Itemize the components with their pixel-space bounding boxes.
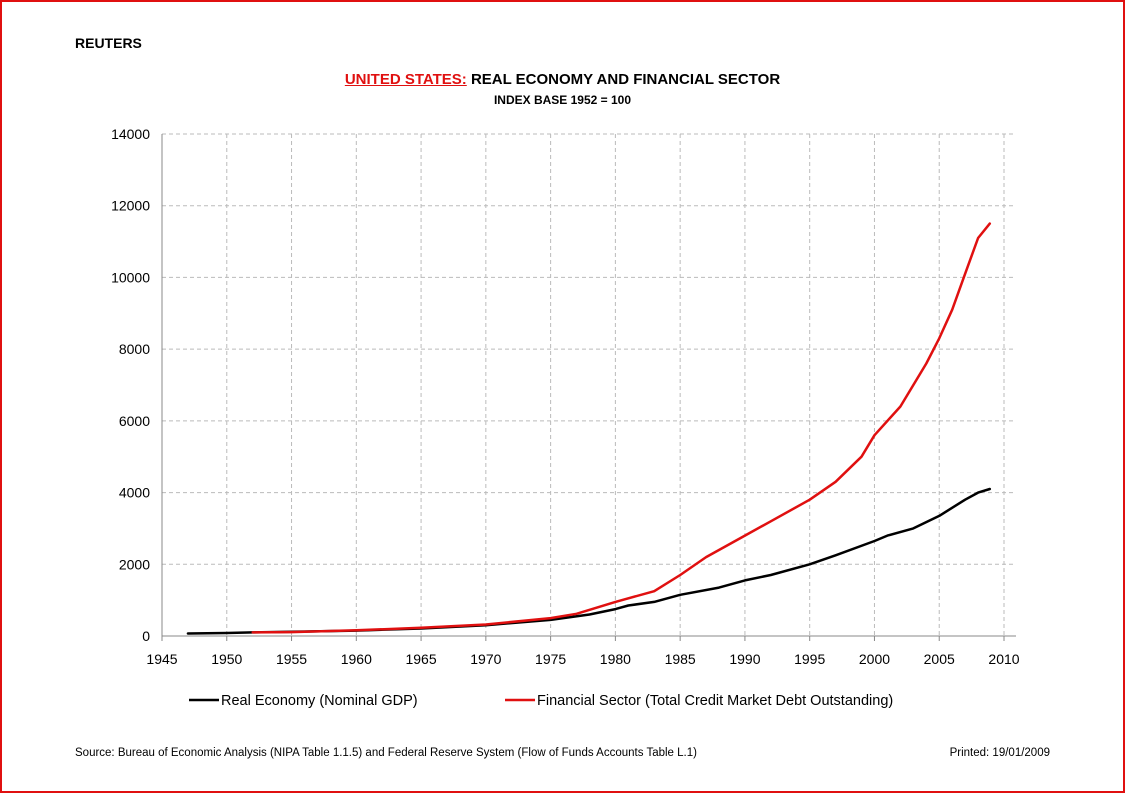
source-note: Source: Bureau of Economic Analysis (NIP…	[75, 747, 697, 759]
y-tick-label: 0	[142, 628, 150, 644]
x-axis-ticks: 1945 1950 1955 1960 1965 1970 1975 1980 1985 1990…	[146, 636, 1020, 667]
y-tick-label: 4000	[119, 485, 150, 501]
title-text: REAL ECONOMY AND FINANCIAL SECTOR	[470, 71, 781, 88]
series-line-financial-sector	[251, 222, 992, 634]
x-tick-label: 1985	[665, 651, 696, 667]
x-tick-label: 1975	[535, 651, 566, 667]
x-tick-label: 1955	[276, 651, 307, 667]
x-tick-label: 1950	[211, 651, 242, 667]
y-tick-label: 10000	[111, 269, 150, 285]
title-country: UNITED STATES:	[344, 71, 467, 88]
x-tick-label: 1970	[470, 651, 501, 667]
x-tick-label: 1960	[341, 651, 372, 667]
brand-label: REUTERS	[75, 35, 142, 51]
x-tick-label: 1965	[405, 651, 436, 667]
legend-label-financial-sector: Financial Sector (Total Credit Market De…	[537, 693, 893, 709]
chart-subtitle: INDEX BASE 1952 = 100	[493, 93, 632, 107]
legend-label-real-economy: Real Economy (Nominal GDP)	[221, 693, 418, 709]
legend: Real Economy (Nominal GDP) Financial Sec…	[189, 693, 893, 709]
series-line-real-economy	[186, 487, 992, 635]
printed-date: Printed: 19/01/2009	[949, 747, 1050, 759]
x-tick-label: 2000	[859, 651, 890, 667]
x-tick-label: 2005	[924, 651, 955, 667]
chart-title: UNITED STATES: REAL ECONOMY AND FINANCIA…	[0, 71, 1125, 88]
y-tick-label: 12000	[111, 198, 150, 214]
x-tick-label: 1990	[729, 651, 760, 667]
grid-lines	[162, 133, 1016, 636]
x-tick-label: 1995	[794, 651, 825, 667]
x-tick-label: 1980	[600, 651, 631, 667]
y-tick-label: 6000	[119, 413, 150, 429]
y-tick-label: 2000	[119, 556, 150, 572]
series-lines	[186, 222, 992, 635]
axes	[161, 134, 1016, 637]
x-tick-label: 2010	[988, 651, 1019, 667]
x-tick-label: 1945	[146, 651, 177, 667]
y-axis-ticks: 0 2000 4000 6000 8000 10000 12000 14000	[111, 126, 150, 644]
y-tick-label: 8000	[119, 341, 150, 357]
y-tick-label: 14000	[111, 126, 150, 142]
